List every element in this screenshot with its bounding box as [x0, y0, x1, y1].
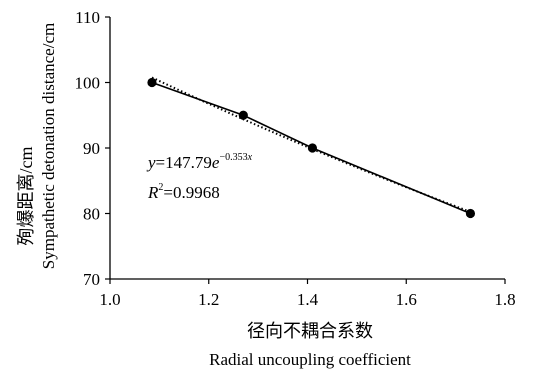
- data-point: [465, 208, 476, 219]
- eq-e: e: [212, 153, 220, 172]
- eq-exp-var: x: [247, 152, 253, 163]
- y-tick-label: 90: [83, 139, 100, 158]
- y-axis-label: 殉爆距离/cm: [16, 147, 36, 246]
- y-tick-label: 110: [75, 8, 100, 27]
- y-ticks: 70 80 90 100 110: [75, 8, 110, 289]
- eq-y: y: [146, 153, 156, 172]
- x-tick-label: 1.8: [494, 290, 515, 309]
- x-axis-label-en: Radial uncoupling coefficient: [209, 350, 411, 369]
- y-tick-label: 70: [83, 270, 100, 289]
- axes: [109, 17, 505, 280]
- equation-annotation: y=147.79e−0.353x: [146, 152, 253, 172]
- y-tick-label: 80: [83, 205, 100, 224]
- y-axis-label-en: Sympathetic detonation distance/cm: [39, 23, 58, 269]
- data-series: [151, 81, 471, 215]
- data-point: [307, 143, 318, 153]
- x-tick-label: 1.2: [198, 290, 219, 309]
- data-point: [147, 77, 157, 88]
- eq-exp: −0.353: [219, 152, 247, 163]
- data-points: [147, 77, 476, 219]
- x-tick-label: 1.4: [297, 290, 319, 309]
- x-ticks: 1.0 1.2 1.4 1.6 1.8: [99, 279, 516, 309]
- x-tick-label: 1.0: [99, 290, 120, 309]
- r2-r: R: [147, 183, 159, 202]
- r2-val: =0.9968: [163, 183, 219, 202]
- y-tick-label: 100: [75, 74, 101, 93]
- x-axis-label-cn: 径向不耦合系数: [247, 321, 373, 341]
- r-squared-annotation: R2=0.9968: [147, 182, 220, 202]
- r2-sup: 2: [158, 182, 163, 193]
- data-point: [238, 110, 248, 120]
- y-axis-label-cn: 殉爆距离/cm: [16, 147, 36, 246]
- series-line: [151, 81, 471, 215]
- x-tick-label: 1.6: [396, 290, 417, 309]
- eq-coef: =147.79: [156, 153, 212, 172]
